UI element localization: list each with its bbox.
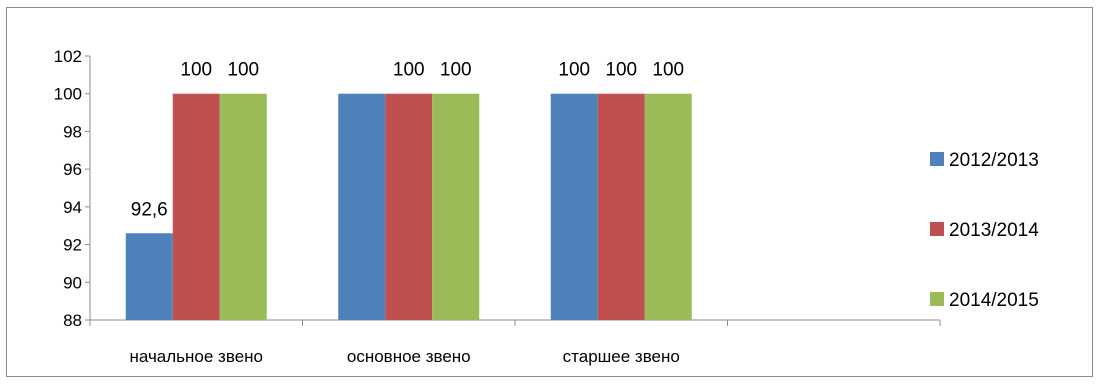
y-tick-label: 88 — [63, 311, 82, 330]
legend-label: 2013/2014 — [949, 220, 1039, 241]
y-tick-label: 102 — [54, 47, 82, 66]
y-tick-label: 98 — [63, 122, 82, 141]
x-axis: начальное звено основное звено старшее зве… — [89, 319, 941, 366]
legend-label: 2012/2013 — [949, 150, 1039, 171]
data-label: 100 — [393, 60, 425, 81]
y-tick-label: 92 — [63, 236, 82, 255]
bar-2013/2014 — [597, 93, 645, 320]
legend-swatch — [930, 222, 944, 236]
x-tick-label: начальное звено — [129, 347, 263, 366]
y-axis: 88 90 92 94 96 98 100 102 — [54, 47, 91, 330]
data-label: 100 — [605, 60, 637, 81]
data-label: 100 — [440, 60, 472, 81]
bar-2014/2015 — [432, 93, 480, 320]
data-labels: 92,6 100 100 100 100 100 100 100 — [131, 60, 684, 221]
legend-swatch — [930, 292, 944, 306]
legend: 2012/2013 2013/2014 2014/2015 — [930, 150, 1039, 311]
bar-2013/2014 — [172, 93, 220, 320]
x-tick-label: старшее звено — [563, 347, 680, 366]
bar-2014/2015 — [219, 93, 267, 320]
bar-2012/2013 — [338, 93, 386, 320]
data-label: 100 — [180, 60, 212, 81]
bars — [125, 93, 692, 320]
data-label: 100 — [558, 60, 590, 81]
bar-2014/2015 — [644, 93, 692, 320]
bar-2012/2013 — [125, 233, 173, 320]
y-tick-label: 90 — [63, 273, 82, 292]
y-tick-label: 96 — [63, 160, 82, 179]
x-tick-label: основное звено — [347, 347, 471, 366]
y-tick-label: 94 — [63, 198, 82, 217]
data-label: 92,6 — [131, 199, 168, 220]
y-tick-label: 100 — [54, 85, 82, 104]
bar-2013/2014 — [385, 93, 433, 320]
data-label: 100 — [227, 60, 259, 81]
data-label: 100 — [652, 60, 684, 81]
bar-2012/2013 — [550, 93, 598, 320]
legend-label: 2014/2015 — [949, 290, 1039, 311]
legend-swatch — [930, 152, 944, 166]
